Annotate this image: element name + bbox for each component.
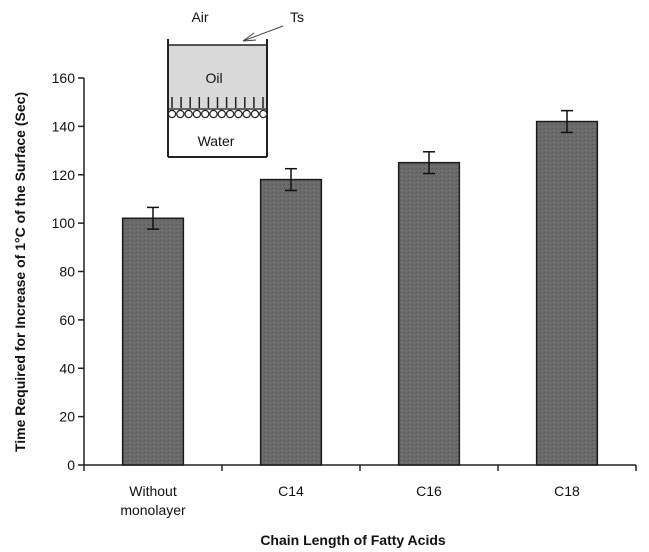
inset-air-label: Air	[191, 9, 208, 25]
inset-diagram: Air Ts Oil Water	[167, 9, 304, 158]
inset-ts-arrow	[242, 25, 284, 42]
y-tick-label: 60	[59, 312, 75, 328]
bar-0	[121, 217, 185, 466]
y-tick-label: 120	[52, 167, 76, 183]
y-tick-label: 80	[59, 264, 75, 280]
y-axis-title: Time Required for Increase of 1°C of the…	[12, 92, 28, 452]
y-tick-label: 100	[52, 215, 76, 231]
bar-2	[397, 161, 461, 466]
x-tick-label: C18	[554, 483, 580, 499]
monolayer-head	[209, 109, 218, 119]
monolayer-head	[250, 109, 260, 119]
monolayer-head	[217, 109, 226, 119]
inset-ts-arrow-head-b	[242, 39, 257, 42]
y-tick-label: 160	[52, 70, 76, 86]
inset-ts-arrow-head-a	[242, 32, 255, 42]
bar-3	[535, 120, 599, 466]
y-tick-label: 140	[52, 118, 76, 134]
monolayer-head	[176, 109, 185, 119]
y-tick-label: 20	[59, 409, 75, 425]
y-tick-label: 40	[59, 360, 75, 376]
inset-water-label: Water	[198, 133, 235, 149]
inset-monolayer	[167, 97, 268, 119]
x-ticks	[83, 465, 637, 471]
y-ticks: 0 20 40 60 80 100 120 140 160	[52, 70, 84, 473]
monolayer-head	[242, 109, 251, 119]
x-tick-label: C14	[278, 483, 304, 499]
monolayer-head	[225, 109, 235, 119]
x-tick-label: C16	[416, 483, 442, 499]
x-tick-label: Without monolayer	[120, 483, 186, 518]
monolayer-head	[167, 109, 177, 119]
bar-1	[259, 178, 323, 466]
inset-water-layer	[168, 110, 267, 157]
monolayer-head	[259, 109, 268, 119]
inset-ts-label: Ts	[290, 9, 304, 25]
inset-oil-label: Oil	[205, 70, 222, 86]
monolayer-head	[234, 109, 243, 119]
monolayer-head	[200, 109, 210, 119]
monolayer-head	[192, 109, 202, 119]
bars	[121, 109, 599, 466]
monolayer-head	[184, 109, 193, 119]
x-axis-title: Chain Length of Fatty Acids	[260, 532, 446, 548]
x-tick-labels: Without monolayer C14 C16 C18	[120, 483, 580, 518]
y-tick-label: 0	[67, 457, 75, 473]
